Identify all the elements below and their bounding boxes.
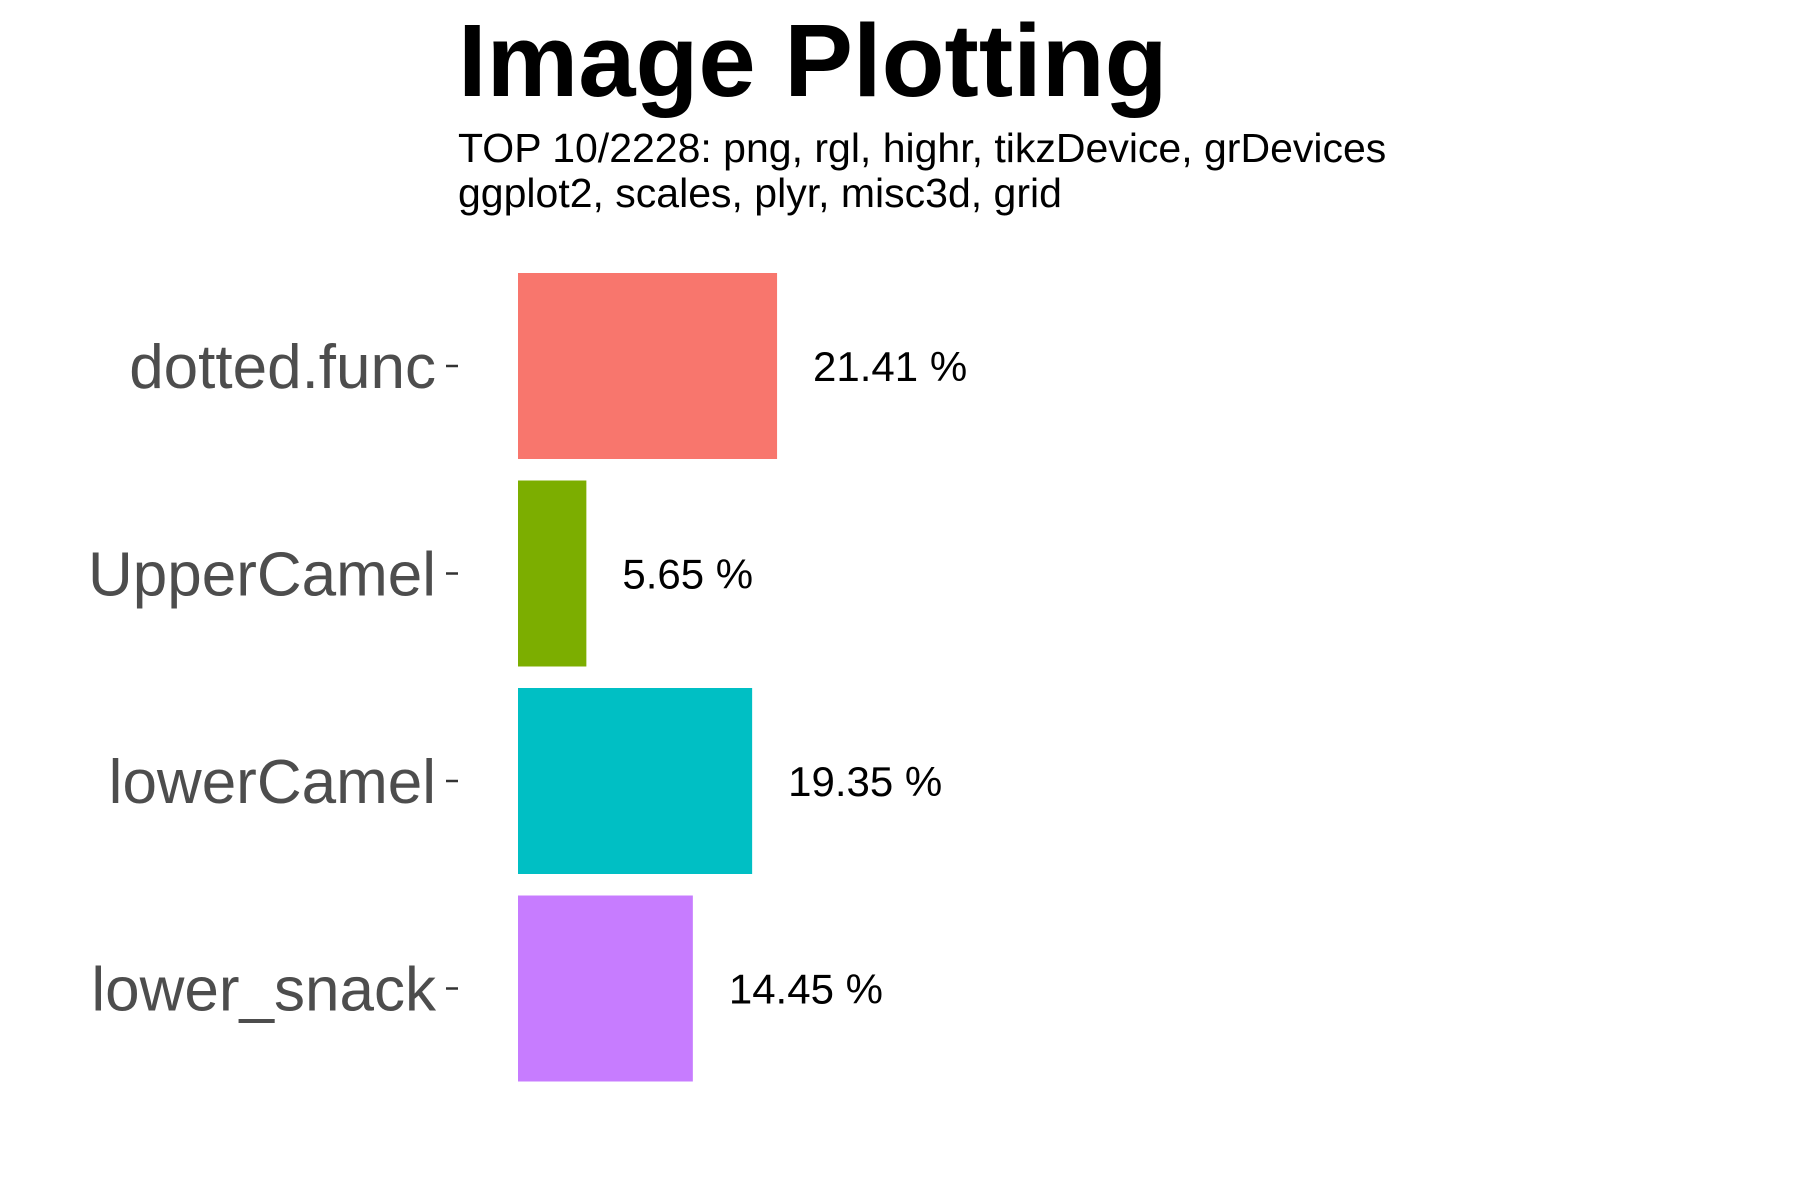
bar-uppercamel [518, 480, 587, 667]
bar-lower-snack [518, 895, 693, 1082]
data-label-dotted-func: 21.41 % [813, 343, 967, 390]
chart-title: Image Plotting [458, 3, 1168, 118]
y-tick-label-dotted-func: dotted.func [129, 333, 436, 402]
chart-subtitle-line-2: ggplot2, scales, plyr, misc3d, grid [458, 170, 1062, 216]
y-tick-label-uppercamel: UpperCamel [88, 541, 436, 610]
data-label-lowercamel: 19.35 % [788, 758, 942, 805]
bar-lowercamel [518, 688, 753, 874]
chart-subtitle-line-1: TOP 10/2228: png, rgl, highr, tikzDevice… [458, 125, 1386, 171]
data-label-uppercamel: 5.65 % [622, 551, 753, 598]
y-tick-label-lower-snack: lower_snack [91, 956, 437, 1025]
bar-dotted-func [518, 273, 778, 459]
y-tick-label-lowercamel: lowerCamel [109, 748, 436, 817]
data-label-lower-snack: 14.45 % [729, 966, 883, 1013]
bars-layer: lower_snack 14.45 % lowerCamel 19.35 % Upper… [88, 273, 967, 1082]
